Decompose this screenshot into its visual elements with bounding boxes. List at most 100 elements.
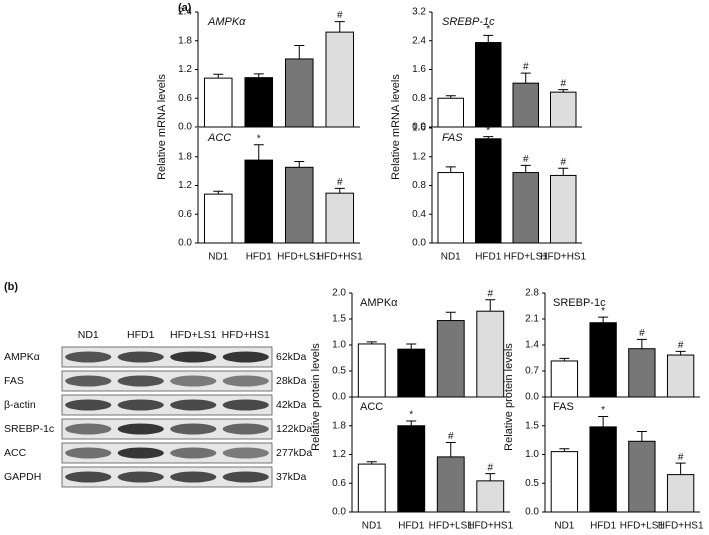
y-tick-label: 0.7 <box>525 366 539 377</box>
size-label: 42kDa <box>276 399 307 411</box>
protein-label: AMPKα <box>4 351 40 363</box>
error-bar <box>334 187 345 194</box>
y-tick-label: 0.0 <box>412 122 426 133</box>
y-tick-label: 0.5 <box>525 478 539 489</box>
protein-label: SREBP-1c <box>4 423 54 435</box>
x-tick-label: HFD+LS1 <box>620 521 665 532</box>
y-tick-label: 3.2 <box>412 7 426 18</box>
error-bar <box>294 161 305 168</box>
chart-title: ACC <box>360 401 383 413</box>
size-label: 37kDa <box>276 471 307 483</box>
y-tick-label: 1.8 <box>178 151 192 162</box>
y-tick-label: 1.2 <box>412 151 426 162</box>
bar <box>325 31 355 128</box>
blot-band <box>222 471 269 483</box>
bar <box>437 97 464 128</box>
y-tick-label: 1.0 <box>525 449 539 460</box>
chart-title: AMPKα <box>207 16 246 28</box>
bar <box>476 310 505 398</box>
significance-marker: # <box>560 157 566 168</box>
chart-title: SREBP-1c <box>442 16 495 28</box>
y-tick-label: 1.8 <box>332 420 346 431</box>
blot-band <box>222 351 269 363</box>
significance-marker: # <box>448 431 454 442</box>
x-tick-label: HFD+HS1 <box>540 252 586 263</box>
y-tick-label: 0.0 <box>332 392 346 403</box>
y-tick-label: 1.8 <box>178 35 192 46</box>
bar <box>397 425 426 513</box>
error-bar <box>445 311 456 321</box>
blot-band <box>65 447 112 459</box>
y-tick-label: 0.8 <box>412 180 426 191</box>
protein-label: ACC <box>4 447 27 459</box>
bar <box>284 58 314 128</box>
error-bar <box>520 164 531 173</box>
x-tick-label: HFD+HS1 <box>467 521 513 532</box>
lane-label: HFD1 <box>127 329 155 341</box>
significance-marker: # <box>639 328 645 339</box>
x-tick-label: HFD1 <box>475 252 502 263</box>
y-tick-label: 0.6 <box>332 478 346 489</box>
size-label: 122kDa <box>276 423 312 435</box>
y-axis-label: Relative mRNA levels <box>156 74 168 180</box>
error-bar <box>558 89 569 93</box>
panel-label: (b) <box>4 281 18 293</box>
significance-marker: # <box>487 288 493 299</box>
blot-band <box>170 447 217 459</box>
bar <box>284 166 314 244</box>
x-tick-label: HFD1 <box>398 521 425 532</box>
blot-band <box>117 399 164 411</box>
y-tick-label: 0.0 <box>525 507 539 518</box>
error-bar <box>445 95 456 99</box>
y-tick-label: 1.2 <box>332 449 346 460</box>
error-bar <box>559 448 570 452</box>
error-bar <box>559 357 570 361</box>
bar <box>476 480 505 513</box>
x-tick-label: HFD+LS1 <box>429 521 474 532</box>
blot-band <box>222 423 269 435</box>
bar <box>628 440 656 513</box>
error-bar <box>598 316 609 323</box>
bar <box>244 77 274 128</box>
y-axis-label: Relative mRNA levels <box>390 74 402 180</box>
bar <box>589 426 617 513</box>
bar <box>397 348 426 398</box>
bar <box>628 348 656 398</box>
significance-marker: # <box>523 154 529 165</box>
blot-band <box>170 375 217 387</box>
bar <box>512 82 539 128</box>
y-tick-label: 1.4 <box>525 340 539 351</box>
blot-band <box>65 471 112 483</box>
bar <box>357 463 386 513</box>
significance-marker: # <box>337 177 343 188</box>
y-tick-label: 0.8 <box>412 93 426 104</box>
bar <box>550 91 577 128</box>
y-tick-label: 0.0 <box>178 238 192 249</box>
error-bar <box>213 73 224 79</box>
blot-band <box>117 423 164 435</box>
x-tick-label: ND1 <box>441 252 461 263</box>
y-tick-label: 0.6 <box>178 93 192 104</box>
y-tick-label: 2.1 <box>525 314 539 325</box>
y-tick-label: 0.0 <box>525 392 539 403</box>
y-axis-label: Relative protein levels <box>310 343 322 451</box>
error-bar <box>520 72 531 84</box>
protein-label: β-actin <box>4 399 36 411</box>
error-bar <box>483 136 494 139</box>
blot-band <box>170 351 217 363</box>
y-tick-label: 1.2 <box>178 64 192 75</box>
error-bar <box>294 45 305 59</box>
significance-marker: # <box>337 10 343 21</box>
blot-band <box>170 399 217 411</box>
error-bar <box>636 338 647 349</box>
x-tick-label: HFD+LS1 <box>504 252 549 263</box>
y-tick-label: 0.0 <box>178 122 192 133</box>
blot-band <box>222 447 269 459</box>
blot-band <box>65 351 112 363</box>
chart-title: AMPKα <box>360 297 398 309</box>
y-tick-label: 1.5 <box>332 314 346 325</box>
size-label: 277kDa <box>276 447 312 459</box>
significance-marker: * <box>601 306 605 317</box>
bar <box>666 354 695 398</box>
